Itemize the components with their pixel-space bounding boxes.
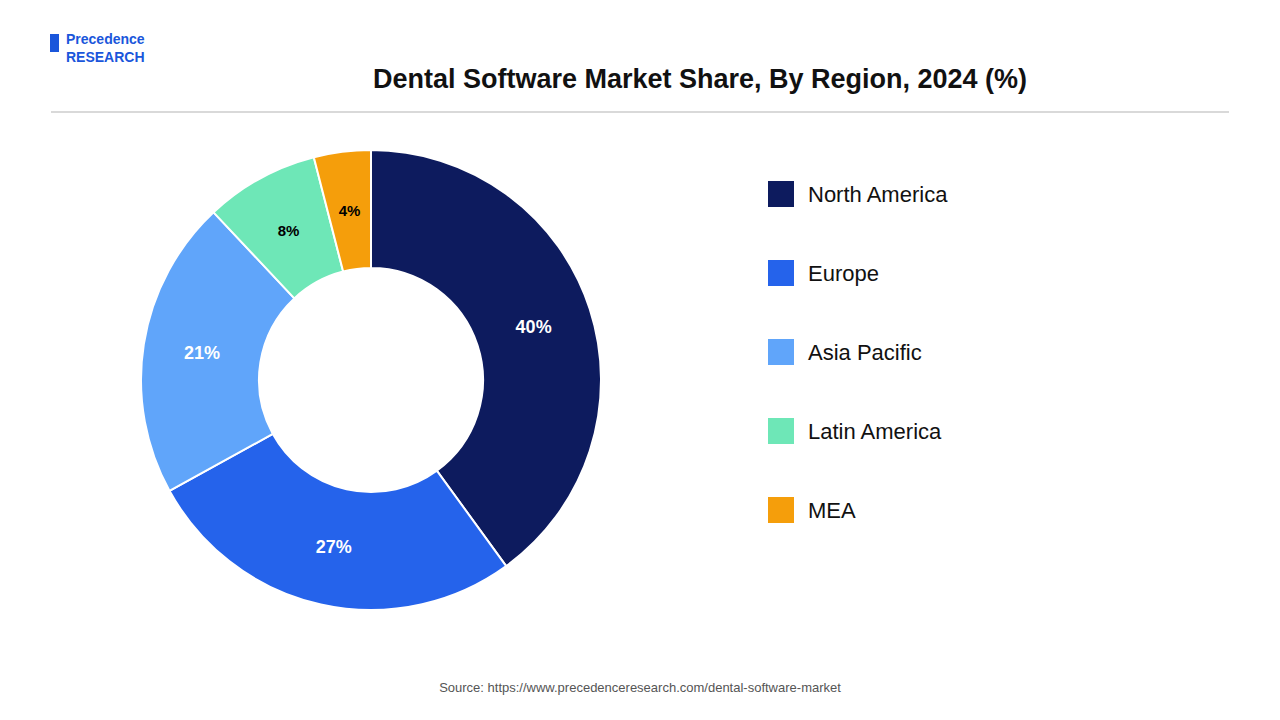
legend-label: Europe <box>808 261 879 286</box>
legend-label: North America <box>808 182 948 207</box>
logo-line: Precedence <box>66 31 145 47</box>
data-label: 27% <box>316 537 352 557</box>
legend-swatch <box>768 260 794 286</box>
chart-svg: Precedence RESEARCH Dental Software Market… <box>0 0 1280 720</box>
slice <box>314 150 371 272</box>
data-labels: 40% 27% 21% 8% 4% <box>184 202 552 557</box>
legend-label: Latin America <box>808 419 942 444</box>
chart-container: Precedence RESEARCH Dental Software Market… <box>0 0 1280 720</box>
logo-text: Precedence RESEARCH <box>66 31 145 65</box>
legend: North America Europe Asia Pacific Latin Ame… <box>768 181 948 523</box>
legend-swatch <box>768 339 794 365</box>
title: Dental Software Market Share, By Region,… <box>373 64 1027 94</box>
logo-icon <box>50 34 59 52</box>
legend-label: MEA <box>808 498 856 523</box>
slices <box>141 150 601 610</box>
data-label: 40% <box>516 317 552 337</box>
logo-line: RESEARCH <box>66 49 145 65</box>
legend-swatch <box>768 418 794 444</box>
background <box>0 0 1280 720</box>
data-label: 8% <box>278 222 300 239</box>
legend-swatch <box>768 181 794 207</box>
legend-swatch <box>768 497 794 523</box>
source-note: Source: https://www.precedenceresearch.c… <box>439 680 841 695</box>
legend-label: Asia Pacific <box>808 340 922 365</box>
data-label: 21% <box>184 343 220 363</box>
data-label: 4% <box>339 202 361 219</box>
title-rule <box>51 111 1229 113</box>
